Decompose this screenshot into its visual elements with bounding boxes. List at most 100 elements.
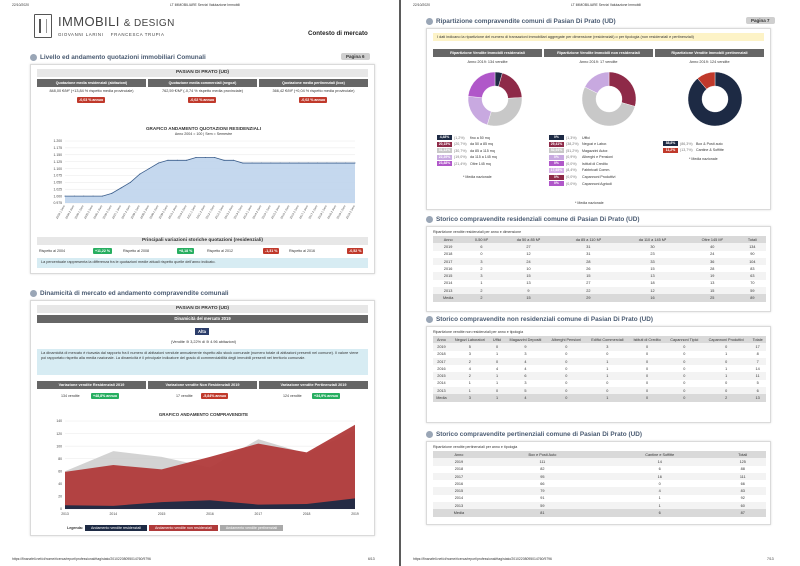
table-cell: 125 xyxy=(719,458,766,466)
pie-residenziali xyxy=(467,71,523,127)
legend-nat-value: (19,0%) xyxy=(454,155,467,160)
table-cell: 4 xyxy=(600,487,720,495)
data-point xyxy=(120,187,122,189)
section-title-storico-nonres: Storico compravendite non residenziali c… xyxy=(426,316,653,323)
table-header: Cantine e Soffitte xyxy=(600,451,720,459)
table-row: 2019 5 0 9 0 3 0 0 0 17 xyxy=(433,343,766,351)
table-cell: 87 xyxy=(719,509,766,517)
legend-value: 29,41% xyxy=(549,141,564,147)
table-cell: 4 xyxy=(496,366,499,371)
data-point xyxy=(260,162,262,164)
chart-icon xyxy=(30,290,37,297)
table-header: Totali xyxy=(719,451,766,459)
table-cell: 0 xyxy=(628,343,666,351)
pie-slice xyxy=(697,71,716,90)
table-cell: 2 xyxy=(703,394,750,402)
table-storico-pert: Anno Box e Posti Auto Cantine e Soffitte To… xyxy=(433,451,766,517)
dinamicita-value: Alta xyxy=(195,328,209,335)
home-icon xyxy=(30,54,37,61)
table-header: Anno xyxy=(433,236,464,244)
legend-label: Legenda: xyxy=(67,526,83,530)
legend-nat-value: (0,9%) xyxy=(566,155,577,160)
pie1-header: Ripartizione Vendite Immobili residenzia… xyxy=(433,49,542,57)
x-tick-label: 2013 xyxy=(61,512,69,516)
table-cell: 0 xyxy=(703,357,750,366)
table-row: 2013 1 0 5 0 0 0 0 0 6 xyxy=(433,387,766,395)
y-tick-label: 1.075 xyxy=(54,174,63,178)
v-header-res: Variazione vendite Residenziali 2019 xyxy=(37,381,146,389)
card-storico-nonres: Ripartizione vendite non residenziali pe… xyxy=(426,326,771,423)
x-tick-label: 2016 xyxy=(206,512,214,516)
legend-nat-value: (1,2%) xyxy=(454,135,465,140)
table-cell: 9 xyxy=(499,287,558,295)
table-cell: 14 xyxy=(600,458,720,466)
legend-value: 31,13% xyxy=(437,148,452,154)
legend-row: 0% (0,0%) Capannoni Agricoli xyxy=(549,181,615,187)
table-cell: 5 xyxy=(756,381,759,386)
data-point xyxy=(64,195,66,197)
table-cell: 2016 xyxy=(443,266,453,271)
table-cell: 40 xyxy=(685,243,739,251)
brand-logo xyxy=(34,14,52,38)
table-cell: 8 xyxy=(756,352,759,357)
legend-label: da 115 a 145 mq xyxy=(470,155,497,160)
table-cell: Media xyxy=(433,509,485,517)
q-header-comm: Quotazione media commerciali (negozi) xyxy=(148,79,257,87)
legend-label: Cantine & Soffitte xyxy=(696,148,724,153)
table-cell: 83 xyxy=(750,266,755,271)
table-cell: 16 xyxy=(619,294,686,302)
tnr-sub: Ripartizione vendite non residenziali pe… xyxy=(433,330,524,334)
table-cell: 79 xyxy=(484,487,600,495)
table-row: 2017 2 0 4 0 1 0 0 0 7 xyxy=(433,357,766,366)
data-point xyxy=(92,195,94,197)
header-date-r: 22/10/2020 xyxy=(413,3,430,7)
v-badge-nonres: -5,84% annuo xyxy=(201,393,229,399)
table-cell: 0 xyxy=(565,381,568,386)
chart1-subtitle: Anno 2004 = 100 | Sem = Semestre xyxy=(174,132,233,136)
x-tick-label: 2010-2 Sem xyxy=(176,204,187,220)
table-cell: 2017 xyxy=(433,257,464,266)
table-cell: 0 xyxy=(565,352,568,357)
x-tick-label: 2018-1 Sem xyxy=(317,204,328,220)
table-cell: 134 xyxy=(738,243,766,251)
table-cell: 12 xyxy=(526,252,531,257)
data-point xyxy=(345,162,347,164)
legend-value: 4,48% xyxy=(437,135,452,140)
legend-nat-value: (21,4%) xyxy=(454,161,467,166)
table-storico-nonres: Anno Negozi Laboratori Uffici Magazzini Dep… xyxy=(433,336,766,402)
x-tick-label: 2019-1 Sem xyxy=(335,204,346,220)
x-tick-label: 2011-1 Sem xyxy=(186,204,197,220)
var-badge-2012: -1,31 % xyxy=(263,248,280,254)
y-tick-label: 120 xyxy=(56,432,62,436)
data-point xyxy=(139,173,141,175)
section-title-dinamicita: Dinamicità di mercato ed andamento compr… xyxy=(30,290,229,297)
table-cell: 15 xyxy=(685,287,739,295)
table-cell: 2019 xyxy=(433,243,464,251)
data-point xyxy=(129,181,131,183)
table-header: Anno xyxy=(433,451,485,459)
table-cell: 104 xyxy=(738,257,766,266)
pie1-media-note: * Media nazionale xyxy=(463,175,492,179)
y-tick-label: 1.125 xyxy=(54,160,63,164)
section-title-ripartizione-label: Ripartizione compravendite comuni di Pas… xyxy=(436,18,616,25)
building-icon xyxy=(426,316,433,323)
table-row: 2018 82 6 88 xyxy=(433,466,766,473)
legend-nat-value: (20,7%) xyxy=(454,142,467,147)
table-cell: 1 xyxy=(725,366,728,371)
table-cell: 0 xyxy=(546,357,587,366)
data-point xyxy=(167,159,169,161)
table-cell: Media xyxy=(433,394,450,402)
table-row: 2018 0 12 31 23 24 90 xyxy=(433,251,766,258)
quotazioni-line-chart: 1.200 1.175 1.150 1.125 1.100 1.075 1.050 1.025… xyxy=(54,139,357,220)
legend-nat-value: (0,0%) xyxy=(566,161,577,166)
table-cell: 27 xyxy=(499,243,558,251)
table-cell: 111 xyxy=(484,458,600,466)
table-cell: 1 xyxy=(658,496,661,501)
table-cell: 0 xyxy=(683,381,686,386)
table-cell: 0 xyxy=(489,357,505,366)
table-cell: 91 xyxy=(540,496,545,501)
y-tick-label: 80 xyxy=(58,457,62,461)
table-cell: 0 xyxy=(480,252,483,257)
data-point xyxy=(242,162,244,164)
y-tick-label: 60 xyxy=(58,469,62,473)
